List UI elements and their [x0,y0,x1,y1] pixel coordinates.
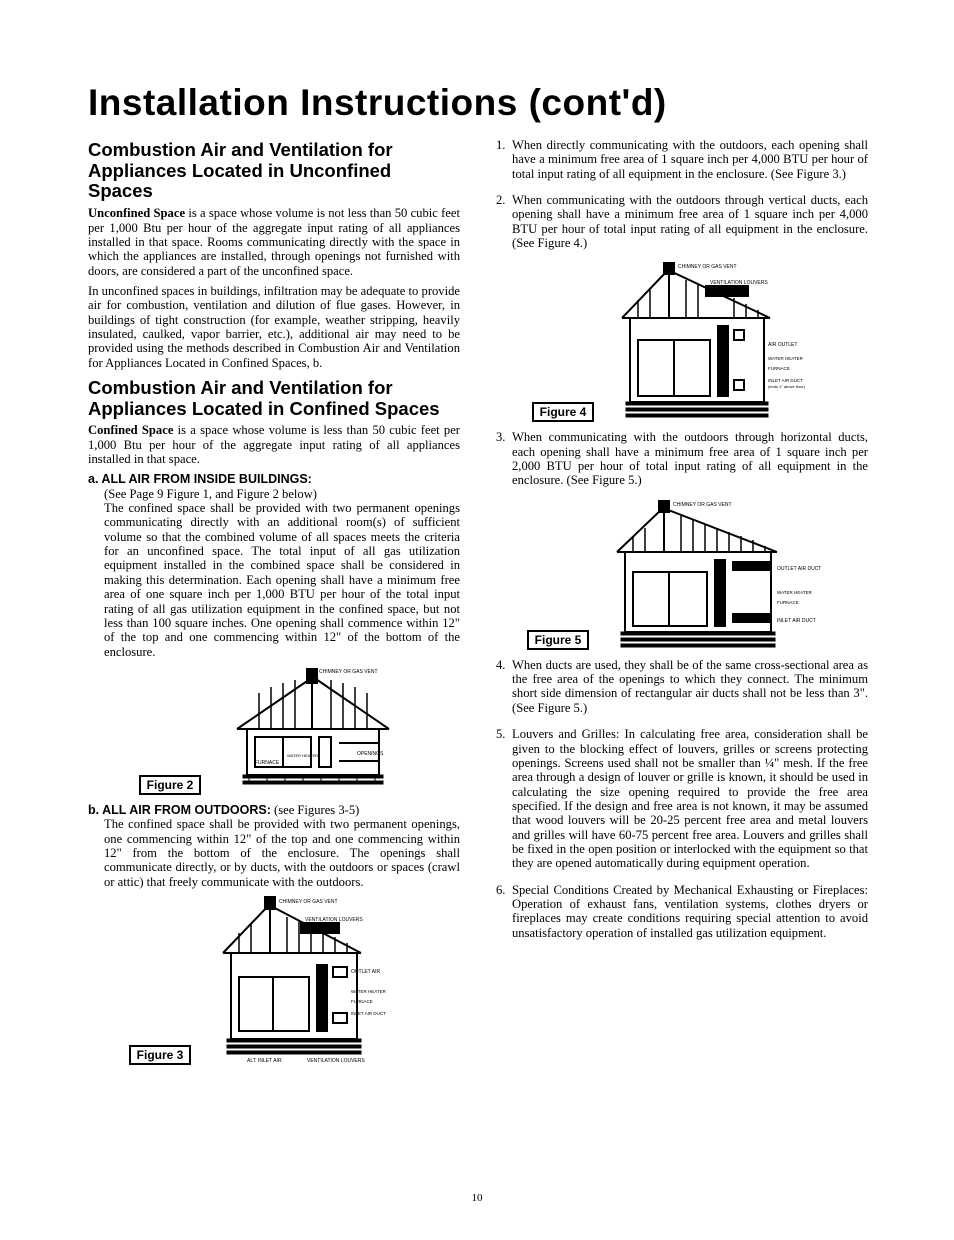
figure-2: Figure 2 [88,665,460,795]
svg-text:FURNACE: FURNACE [255,760,280,766]
left-column: Combustion Air and Ventilation for Appli… [88,138,460,1073]
list-item: 4.When ducts are used, they shall be of … [496,658,868,715]
list-item: 2.When communicating with the outdoors t… [496,193,868,250]
svg-text:CHIMNEY OR GAS VENT: CHIMNEY OR GAS VENT [673,502,732,508]
item-a-see: (See Page 9 Figure 1, and Figure 2 below… [104,487,460,501]
list-item: 1.When directly communicating with the o… [496,138,868,181]
list-item: 3.When communicating with the outdoors t… [496,430,868,487]
svg-text:VENTILATION LOUVERS: VENTILATION LOUVERS [307,1058,365,1064]
figure-3-label: Figure 3 [129,1045,192,1065]
list-item: 5.Louvers and Grilles: In calculating fr… [496,727,868,870]
svg-text:(each end of attic): (each end of attic) [305,923,338,928]
figure-5-diagram: CHIMNEY OR GAS VENT OUTLET AIR DUCT WATE… [607,500,837,650]
item-b-label: b. ALL AIR FROM OUTDOORS: (see Figures 3… [88,803,460,817]
svg-text:INLET AIR DUCT: INLET AIR DUCT [768,378,803,383]
svg-text:FURNACE: FURNACE [351,999,373,1004]
svg-text:FURNACE: FURNACE [768,366,790,371]
figure-2-label: Figure 2 [139,775,202,795]
svg-text:(each end of attic): (each end of attic) [710,286,743,291]
svg-text:CHIMNEY OR GAS VENT: CHIMNEY OR GAS VENT [279,899,338,905]
item-a-label: a. ALL AIR FROM INSIDE BUILDINGS: [88,472,460,486]
svg-text:CHIMNEY OR GAS VENT: CHIMNEY OR GAS VENT [678,264,737,270]
svg-text:OUTLET AIR: OUTLET AIR [351,969,380,975]
page-title: Installation Instructions (cont'd) [88,82,868,124]
figure-5-label: Figure 5 [527,630,590,650]
section-heading-unconfined: Combustion Air and Ventilation for Appli… [88,140,460,202]
svg-text:OPENINGS: OPENINGS [357,751,384,757]
svg-text:CHIMNEY OR GAS VENT: CHIMNEY OR GAS VENT [319,669,378,675]
svg-text:INLET AIR DUCT: INLET AIR DUCT [777,618,816,624]
figure-3-diagram: CHIMNEY OR GAS VENT VENTILATION LOUVERS … [209,895,419,1065]
figure-4: Figure 4 [496,262,868,422]
item-a-body: The confined space shall be provided wit… [104,501,460,659]
para-confined-def: Confined Space is a space whose volume i… [88,423,460,466]
svg-text:FURNACE: FURNACE [777,600,799,605]
figure-3: Figure 3 [88,895,460,1065]
figure-4-diagram: CHIMNEY OR GAS VENT VENTILATION LOUVERS … [612,262,832,422]
svg-text:INLET AIR DUCT: INLET AIR DUCT [351,1011,386,1016]
svg-text:ALT. INLET AIR: ALT. INLET AIR [247,1058,282,1064]
figure-4-label: Figure 4 [532,402,595,422]
svg-text:WATER HEATER: WATER HEATER [287,753,318,758]
svg-text:OUTLET AIR DUCT: OUTLET AIR DUCT [777,566,821,572]
right-column: 1.When directly communicating with the o… [496,138,868,1073]
section-heading-confined: Combustion Air and Ventilation for Appli… [88,378,460,419]
figure-2-diagram: CHIMNEY OR GAS VENT FURNACE WATER HEATER… [219,665,409,795]
list-item: 6.Special Conditions Created by Mechanic… [496,883,868,940]
para-unconfined-2: In unconfined spaces in buildings, infil… [88,284,460,370]
svg-text:WATER HEATER: WATER HEATER [768,356,804,361]
svg-text:WATER HEATER: WATER HEATER [351,989,387,994]
svg-text:(ends 1" above floor): (ends 1" above floor) [768,384,806,389]
figure-5: Figure 5 [496,500,868,650]
page-number: 10 [0,1192,954,1204]
item-b-body: The confined space shall be provided wit… [104,817,460,889]
svg-text:AIR OUTLET: AIR OUTLET [768,342,797,348]
svg-text:WATER HEATER: WATER HEATER [777,590,813,595]
para-unconfined-def: Unconfined Space is a space whose volume… [88,206,460,278]
